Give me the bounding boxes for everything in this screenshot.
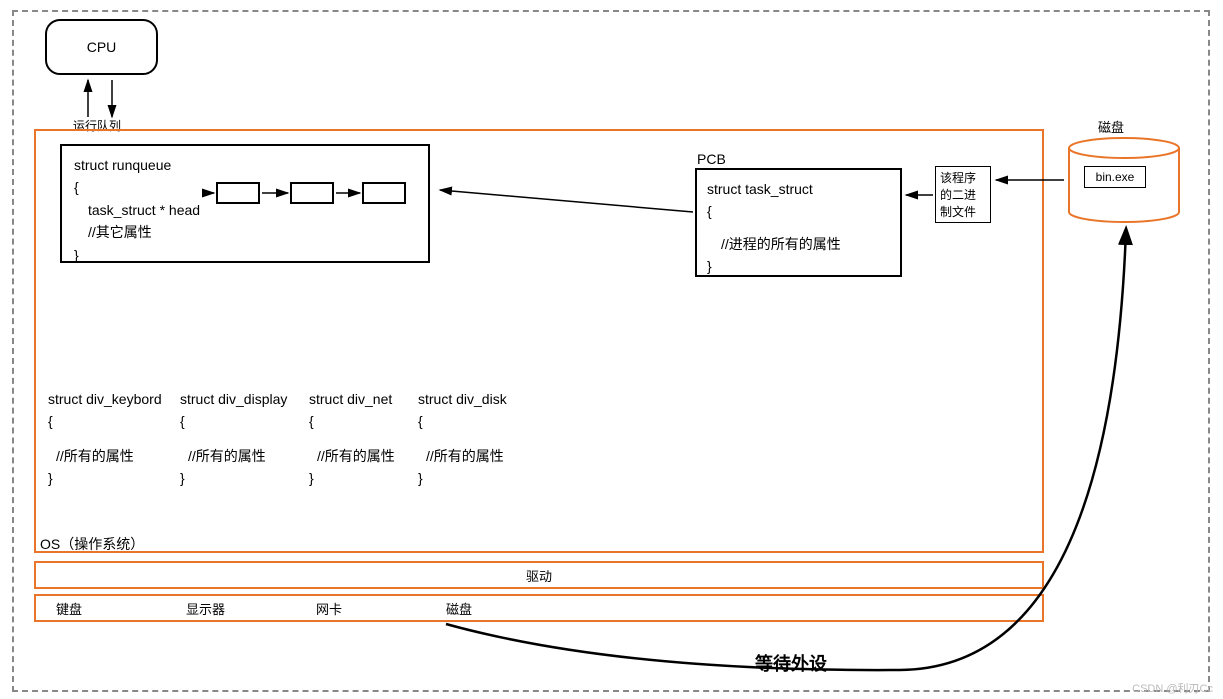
watermark: CSDN @利刃Cc bbox=[1132, 680, 1213, 696]
drive-bar-label: 驱动 bbox=[526, 566, 552, 585]
device-net: 网卡 bbox=[316, 599, 386, 618]
os-label: OS（操作系统） bbox=[40, 534, 144, 554]
driver-display-name: struct div_display bbox=[180, 388, 287, 410]
wait-peripheral-label: 等待外设 bbox=[755, 650, 827, 676]
device-keyboard: 键盘 bbox=[56, 599, 126, 618]
drive-bar: 驱动 bbox=[34, 561, 1044, 589]
pcb-line4: } bbox=[707, 255, 890, 277]
binary-file-text: 该程序的二进制文件 bbox=[940, 171, 976, 219]
pcb-line2: { bbox=[707, 200, 890, 222]
bin-exe-label: bin.exe bbox=[1096, 170, 1135, 184]
runqueue-line4: //其它属性 bbox=[74, 221, 416, 243]
driver-disk-comment: //所有的属性 bbox=[418, 445, 507, 467]
list-node bbox=[362, 182, 406, 204]
driver-keyboard: struct div_keybord { //所有的属性 } bbox=[48, 388, 162, 490]
pcb-caption: PCB bbox=[697, 151, 726, 167]
runqueue-head-label: task_struct * head bbox=[88, 202, 200, 218]
device-disk: 磁盘 bbox=[446, 599, 516, 618]
cpu-label: CPU bbox=[87, 39, 117, 55]
cpu-box: CPU bbox=[45, 19, 158, 75]
pcb-line3: //进程的所有的属性 bbox=[707, 233, 890, 255]
bin-exe-box: bin.exe bbox=[1084, 166, 1146, 188]
driver-keyboard-comment: //所有的属性 bbox=[48, 445, 162, 467]
task-struct-box: struct task_struct { //进程的所有的属性 } bbox=[695, 168, 902, 277]
list-node bbox=[216, 182, 260, 204]
driver-disk-name: struct div_disk bbox=[418, 388, 507, 410]
driver-disk: struct div_disk { //所有的属性 } bbox=[418, 388, 507, 490]
disk-caption: 磁盘 bbox=[1098, 117, 1124, 136]
driver-display: struct div_display { //所有的属性 } bbox=[180, 388, 287, 490]
device-display: 显示器 bbox=[186, 599, 256, 618]
driver-net: struct div_net { //所有的属性 } bbox=[309, 388, 395, 490]
driver-keyboard-name: struct div_keybord bbox=[48, 388, 162, 410]
devices-bar: 键盘 显示器 网卡 磁盘 bbox=[34, 594, 1044, 622]
pcb-line1: struct task_struct bbox=[707, 178, 890, 200]
runqueue-line1: struct runqueue bbox=[74, 154, 416, 176]
list-node bbox=[290, 182, 334, 204]
driver-net-name: struct div_net bbox=[309, 388, 395, 410]
driver-display-comment: //所有的属性 bbox=[180, 445, 287, 467]
driver-net-comment: //所有的属性 bbox=[309, 445, 395, 467]
runqueue-line5: } bbox=[74, 244, 416, 266]
binary-file-box: 该程序的二进制文件 bbox=[935, 166, 991, 223]
